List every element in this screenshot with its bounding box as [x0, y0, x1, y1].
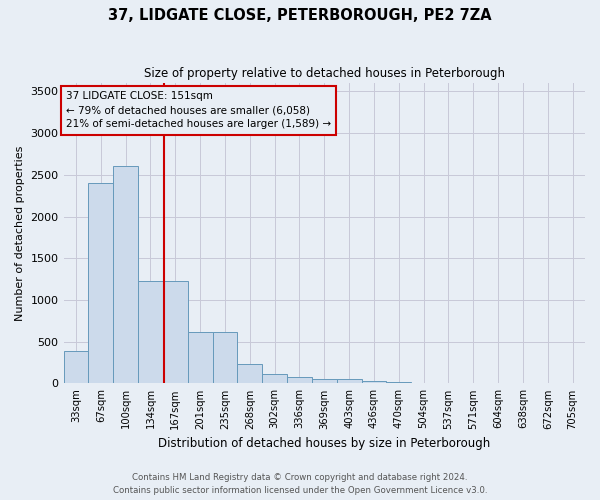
Text: 37, LIDGATE CLOSE, PETERBOROUGH, PE2 7ZA: 37, LIDGATE CLOSE, PETERBOROUGH, PE2 7ZA [108, 8, 492, 22]
Bar [163, 281, 188, 384]
X-axis label: Distribution of detached houses by size in Peterborough: Distribution of detached houses by size … [158, 437, 490, 450]
Bar [88, 183, 113, 384]
Bar [138, 281, 163, 384]
Bar [64, 351, 88, 384]
Text: 37 LIDGATE CLOSE: 151sqm
← 79% of detached houses are smaller (6,058)
21% of sem: 37 LIDGATE CLOSE: 151sqm ← 79% of detach… [66, 92, 331, 130]
Y-axis label: Number of detached properties: Number of detached properties [15, 146, 25, 321]
Bar [287, 377, 312, 384]
Bar [386, 382, 411, 384]
Bar [362, 381, 386, 384]
Bar [411, 382, 436, 384]
Text: Contains HM Land Registry data © Crown copyright and database right 2024.
Contai: Contains HM Land Registry data © Crown c… [113, 474, 487, 495]
Title: Size of property relative to detached houses in Peterborough: Size of property relative to detached ho… [144, 68, 505, 80]
Bar [113, 166, 138, 384]
Bar [262, 374, 287, 384]
Bar [212, 332, 238, 384]
Bar [238, 364, 262, 384]
Bar [312, 379, 337, 384]
Bar [188, 332, 212, 384]
Bar [337, 380, 362, 384]
Bar [436, 383, 461, 384]
